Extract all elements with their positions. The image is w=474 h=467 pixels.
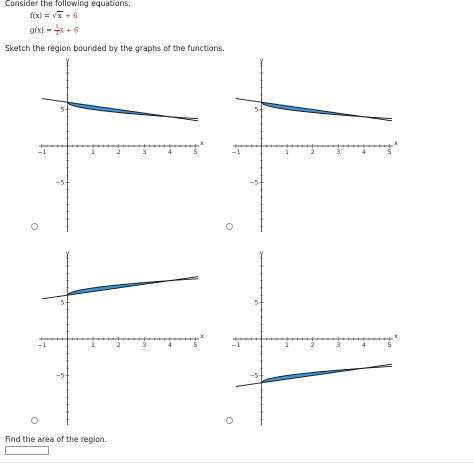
y-tick-label: −5	[250, 373, 259, 380]
x-tick-label: 1	[285, 342, 289, 349]
sketch-prompt: Sketch the region bounded by the graphs …	[5, 44, 225, 53]
sqrt-curve	[67, 101, 199, 120]
line-curve	[41, 98, 199, 122]
y-tick-label: −5	[250, 180, 259, 187]
x-tick-label: −1	[231, 149, 240, 156]
g-label: g(x) =	[30, 26, 52, 35]
g-variable: x	[59, 26, 64, 35]
x-tick-label: −1	[231, 342, 240, 349]
y-axis-label: y	[66, 56, 70, 64]
y-axis-label: y	[66, 249, 70, 257]
sqrt-curve	[261, 101, 393, 120]
sqrt-curve	[67, 278, 199, 296]
y-tick-label: −5	[56, 373, 65, 380]
y-tick-label: 5	[61, 300, 65, 307]
area-answer-input[interactable]	[5, 446, 49, 455]
x-tick-label: 5	[388, 342, 392, 349]
f-equation: f(x) = √x + 6	[30, 11, 78, 20]
x-tick-label: 5	[388, 149, 392, 156]
x-axis-label: x	[394, 139, 398, 147]
y-axis-label: y	[260, 56, 264, 64]
g-fraction-numerator: 1	[54, 24, 60, 31]
x-tick-label: 3	[142, 149, 146, 156]
radio-option-c[interactable]	[31, 417, 38, 424]
x-tick-label: 1	[285, 149, 289, 156]
x-tick-label: −1	[37, 149, 46, 156]
sqrt-curve	[261, 365, 393, 384]
radio-option-b[interactable]	[226, 223, 233, 230]
x-tick-label: −1	[37, 342, 46, 349]
g-fraction: 1 2	[54, 24, 60, 37]
x-tick-label: 4	[168, 342, 172, 349]
y-axis-label: y	[260, 249, 264, 257]
radio-option-d[interactable]	[226, 417, 233, 424]
y-tick-label: 5	[255, 107, 259, 114]
sqrt-icon: √	[52, 12, 57, 20]
graph-option-c: −1 1 2 3 4 5 5 −5 y x	[29, 249, 205, 429]
line-curve	[235, 98, 393, 122]
f-radicand: x	[56, 11, 63, 20]
f-label: f(x) =	[30, 12, 51, 20]
x-tick-label: 1	[91, 342, 95, 349]
x-axis-label: x	[200, 332, 204, 340]
graph-d-svg: −1 1 2 3 4 5 5 −5 y x	[231, 249, 398, 425]
x-tick-label: 4	[362, 149, 366, 156]
x-tick-label: 2	[117, 342, 121, 349]
x-tick-label: 1	[91, 149, 95, 156]
x-tick-label: 2	[311, 342, 315, 349]
x-tick-label: 3	[142, 342, 146, 349]
x-tick-label: 2	[311, 149, 315, 156]
graph-option-d: −1 1 2 3 4 5 5 −5 y x	[223, 249, 399, 429]
graph-c-svg: −1 1 2 3 4 5 5 −5 y x	[37, 249, 204, 425]
graph-b-svg: −1 1 2 3 4 5 5 −5 y x	[231, 56, 398, 232]
graph-option-b: −1 1 2 3 4 5 5 −5 y x	[223, 56, 399, 236]
y-tick-label: −5	[56, 180, 65, 187]
g-equation: g(x) = 1 2 x + 6	[30, 24, 78, 37]
y-tick-label: 5	[255, 300, 259, 307]
x-axis-label: x	[394, 332, 398, 340]
x-tick-label: 3	[336, 149, 340, 156]
g-fraction-denominator: 2	[55, 31, 59, 37]
x-tick-label: 4	[168, 149, 172, 156]
graph-a-svg: −1 1 2 3 4 5 5 −5 y x	[37, 56, 204, 232]
line-curve	[41, 276, 199, 300]
g-constant: + 6	[65, 26, 79, 35]
f-constant: + 6	[64, 12, 78, 20]
intro-text: Consider the following equations.	[5, 0, 131, 8]
graph-option-a: −1 1 2 3 4 5 5 −5 y x	[29, 56, 205, 236]
x-tick-label: 5	[194, 149, 198, 156]
x-tick-label: 5	[194, 342, 198, 349]
divider	[0, 462, 474, 463]
y-tick-label: 5	[61, 107, 65, 114]
radio-option-a[interactable]	[31, 223, 38, 230]
x-tick-label: 3	[336, 342, 340, 349]
x-axis-label: x	[200, 139, 204, 147]
x-tick-label: 4	[362, 342, 366, 349]
line-curve	[235, 363, 393, 387]
x-tick-label: 2	[117, 149, 121, 156]
area-prompt: Find the area of the region.	[5, 435, 107, 444]
